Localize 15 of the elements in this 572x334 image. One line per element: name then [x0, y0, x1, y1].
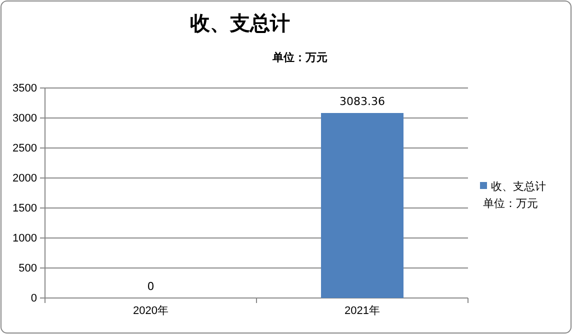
y-tick-label: 2000: [12, 172, 37, 185]
x-tick-label: 2021年: [344, 305, 380, 318]
y-tick-label: 3500: [12, 82, 37, 95]
legend-label: 收、支总计单位：万元: [483, 180, 546, 210]
data-label: 0: [147, 280, 154, 293]
y-tick-label: 1500: [12, 202, 37, 215]
y-tick-label: 1000: [12, 232, 37, 245]
y-tick-label: 3000: [12, 112, 37, 125]
x-tick-label: 2020年: [133, 305, 168, 318]
y-tick-label: 0: [30, 292, 37, 305]
chart-title: 收、支总计: [190, 11, 290, 35]
y-tick-label: 500: [18, 262, 37, 275]
y-tick-label: 2500: [12, 142, 37, 155]
chart-subtitle: 单位：万元: [272, 51, 328, 64]
data-label: 3083.36: [340, 95, 385, 108]
